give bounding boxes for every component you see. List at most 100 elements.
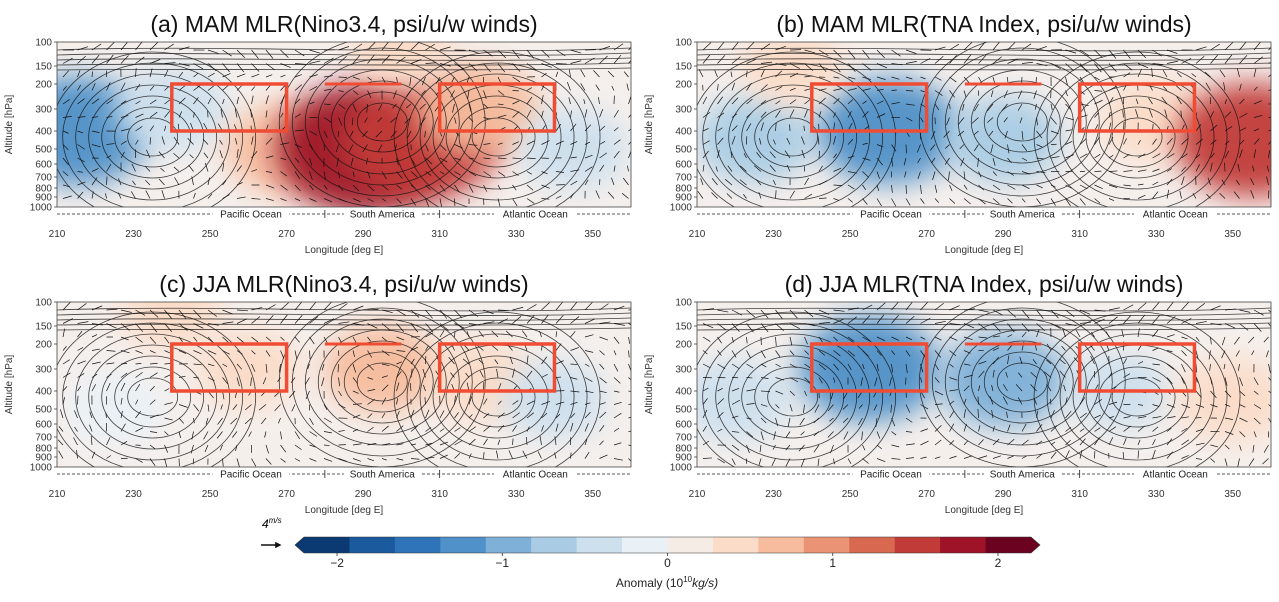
x-tick-label: 250 — [842, 489, 859, 500]
y-tick-label: 200 — [35, 80, 52, 91]
x-tick-label: 310 — [431, 489, 448, 500]
wind-reference-label: 4m/s — [262, 516, 282, 531]
x-tick-label: 310 — [431, 229, 448, 240]
panel-title: (a) MAM MLR(Nino3.4, psi/u/w winds) — [150, 11, 537, 37]
x-tick-label: 350 — [584, 489, 601, 500]
y-tick-label: 700 — [675, 173, 692, 184]
colorbar-segment — [849, 537, 895, 553]
y-tick-label: 400 — [675, 127, 692, 138]
y-tick-label: 1000 — [670, 203, 693, 214]
y-tick-label: 500 — [675, 405, 692, 416]
y-tick-label: 500 — [35, 405, 52, 416]
region-label: Atlantic Ocean — [1143, 470, 1208, 481]
region-label: Pacific Ocean — [860, 210, 922, 221]
region-label: Atlantic Ocean — [503, 210, 568, 221]
colorbar-tick-label: −2 — [330, 556, 344, 570]
x-tick-label: 270 — [278, 489, 295, 500]
y-tick-label: 1000 — [670, 463, 693, 474]
colorbar-segment — [804, 537, 850, 553]
x-tick-label: 210 — [49, 489, 66, 500]
x-tick-label: 210 — [689, 229, 706, 240]
colorbar-segment — [668, 537, 714, 553]
x-tick-label: 210 — [49, 229, 66, 240]
x-tick-label: 290 — [995, 229, 1012, 240]
x-tick-label: 230 — [125, 229, 142, 240]
chart-panel-c: 1001502003004005006007008009001000Altitu… — [4, 271, 639, 516]
x-tick-label: 350 — [1224, 489, 1241, 500]
region-label: Atlantic Ocean — [1143, 210, 1208, 221]
region-label: Pacific Ocean — [220, 470, 282, 481]
chart-panel-d: 1001502003004005006007008009001000Altitu… — [644, 271, 1279, 516]
y-axis-label: Altitude [hPa] — [4, 95, 15, 155]
y-tick-label: 150 — [675, 62, 692, 73]
x-tick-label: 330 — [1148, 229, 1165, 240]
colorbar-extend-low — [295, 537, 304, 553]
panel-title: (b) MAM MLR(TNA Index, psi/u/w winds) — [776, 11, 1191, 37]
x-axis-label: Longitude [deg E] — [945, 245, 1024, 256]
colorbar-extend-high — [1031, 537, 1040, 553]
y-tick-label: 100 — [35, 38, 52, 49]
y-tick-label: 600 — [35, 160, 52, 171]
x-tick-label: 290 — [995, 489, 1012, 500]
x-tick-label: 230 — [125, 489, 142, 500]
colorbar-segment — [895, 537, 941, 553]
colorbar-segment — [440, 537, 486, 553]
x-tick-label: 230 — [765, 229, 782, 240]
x-tick-label: 250 — [842, 229, 859, 240]
x-tick-label: 290 — [355, 229, 372, 240]
y-tick-label: 150 — [675, 322, 692, 333]
y-axis-label: Altitude [hPa] — [4, 355, 15, 415]
region-label: South America — [990, 470, 1055, 481]
wind-reference-key: 4m/s — [261, 516, 282, 545]
anomaly-blob — [741, 27, 844, 105]
y-tick-label: 500 — [675, 145, 692, 156]
x-tick-label: 230 — [765, 489, 782, 500]
y-tick-label: 700 — [35, 433, 52, 444]
y-tick-label: 600 — [675, 160, 692, 171]
y-tick-label: 150 — [35, 62, 52, 73]
y-tick-label: 700 — [35, 173, 52, 184]
y-tick-label: 100 — [675, 298, 692, 309]
x-tick-label: 270 — [278, 229, 295, 240]
colorbar-tick-label: −1 — [495, 556, 509, 570]
y-axis-label: Altitude [hPa] — [644, 355, 655, 415]
colorbar-segment — [395, 537, 441, 553]
colorbar-tick-label: 2 — [995, 556, 1002, 570]
y-tick-label: 700 — [675, 433, 692, 444]
anomaly-blob — [65, 372, 164, 446]
region-label: South America — [350, 470, 415, 481]
y-tick-label: 200 — [675, 340, 692, 351]
x-tick-label: 290 — [355, 489, 372, 500]
x-tick-label: 250 — [202, 489, 219, 500]
colorbar-segment — [486, 537, 532, 553]
x-tick-label: 350 — [1224, 229, 1241, 240]
colorbar-segment — [986, 537, 1032, 553]
x-tick-label: 210 — [689, 489, 706, 500]
y-tick-label: 300 — [675, 105, 692, 116]
x-tick-label: 270 — [918, 229, 935, 240]
x-tick-label: 310 — [1071, 489, 1088, 500]
colorbar-segment — [531, 537, 577, 553]
colorbar-segment — [622, 537, 668, 553]
region-label: South America — [350, 210, 415, 221]
y-tick-label: 150 — [35, 322, 52, 333]
y-tick-label: 300 — [35, 105, 52, 116]
region-label: Pacific Ocean — [220, 210, 282, 221]
x-axis-label: Longitude [deg E] — [305, 245, 384, 256]
colorbar-label: Anomaly (1010kg/s) — [616, 575, 718, 590]
y-tick-label: 400 — [675, 387, 692, 398]
y-tick-label: 1000 — [30, 203, 53, 214]
colorbar-segment — [758, 537, 804, 553]
colorbar-segment — [349, 537, 395, 553]
region-label: Pacific Ocean — [860, 470, 922, 481]
y-tick-label: 300 — [675, 365, 692, 376]
y-tick-label: 400 — [35, 127, 52, 138]
region-label: South America — [990, 210, 1055, 221]
x-tick-label: 270 — [918, 489, 935, 500]
panel-title: (c) JJA MLR(Nino3.4, psi/u/w winds) — [159, 271, 528, 297]
y-tick-label: 400 — [35, 387, 52, 398]
y-tick-label: 600 — [35, 420, 52, 431]
x-tick-label: 330 — [1148, 489, 1165, 500]
